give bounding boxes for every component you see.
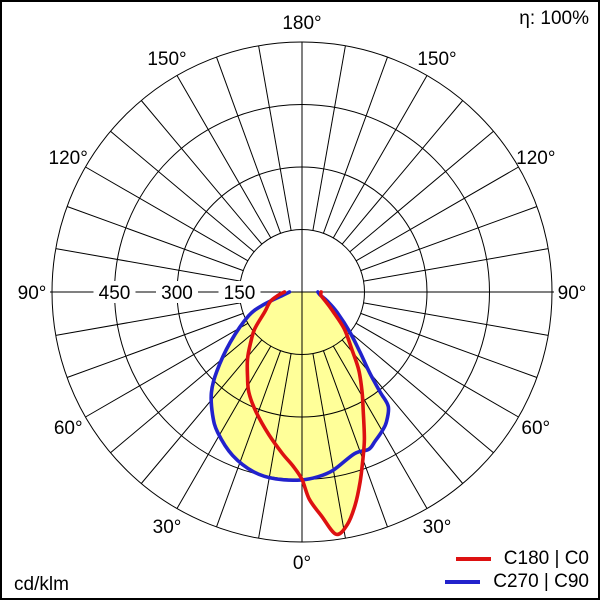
- angle-label-90-right: 90°: [558, 283, 587, 304]
- grid-ray-130-left: [110, 130, 255, 253]
- grid-ray-120-left: [85, 166, 249, 262]
- grid-ray-30-left: [176, 345, 272, 509]
- curve-c270-c90: [209, 290, 391, 482]
- grid-ray-40-right: [341, 339, 464, 484]
- legend-swatch-red-line: [455, 556, 491, 561]
- grid-ray-70-right: [360, 312, 538, 378]
- grid-ray-140-right: [341, 100, 464, 245]
- grid-ray-20-right: [322, 350, 388, 528]
- grid-ray-170-left: [258, 45, 292, 231]
- beam-fill-c90-plane: [211, 292, 389, 481]
- grid-ray-50-right: [349, 331, 494, 454]
- ring-label-450: 450: [99, 283, 131, 304]
- grid-ray-110-left: [66, 206, 244, 272]
- grid-ray-40-left: [140, 339, 263, 484]
- grid-ray-130-right: [349, 130, 494, 253]
- legend-label-c270-c90: C270 | C90: [493, 570, 589, 592]
- grid-ray-50-left: [110, 331, 255, 454]
- angle-label-60-right: 60°: [521, 418, 550, 439]
- angle-label-60-left: 60°: [54, 418, 83, 439]
- grid-ray-70-left: [66, 312, 244, 378]
- angle-label-0: 0°: [293, 553, 311, 574]
- legend: C180 | C0 C270 | C90: [445, 548, 589, 592]
- curve-c180-c0: [245, 290, 367, 537]
- grid-ray-10-right: [312, 353, 346, 539]
- grid-ray-60-left: [85, 322, 249, 418]
- grid-ray-110-right: [360, 206, 538, 272]
- ring-label-box-450: [93, 281, 136, 303]
- grid-ray-140-left: [140, 100, 263, 245]
- angle-label-30-left: 30°: [153, 517, 182, 538]
- ring-label-box-300: [156, 281, 198, 303]
- angle-label-120-left: 120°: [49, 148, 88, 169]
- grid-ray-170-right: [312, 45, 346, 231]
- legend-label-c180-c0: C180 | C0: [503, 547, 589, 569]
- angle-label-150-left: 150°: [147, 49, 186, 70]
- angle-label-90-left: 90°: [18, 283, 47, 304]
- grid-ray-30-right: [332, 345, 428, 509]
- grid-ray-150-right: [332, 75, 428, 239]
- ring-label-box-150: [218, 281, 261, 303]
- angle-label-120-right: 120°: [516, 148, 555, 169]
- angle-label-180: 180°: [282, 13, 321, 34]
- legend-item-c270-c90: C270 | C90: [445, 571, 589, 592]
- legend-item-c180-c0: C180 | C0: [445, 548, 589, 569]
- ring-label-150: 150: [224, 283, 256, 304]
- grid-ray-60-right: [355, 322, 519, 418]
- grid-ray-150-left: [176, 75, 272, 239]
- legend-swatch-blue-line: [445, 579, 481, 584]
- grid-ray-80-right: [363, 302, 549, 336]
- angle-label-30-right: 30°: [423, 517, 452, 538]
- grid-ray-100-left: [55, 248, 241, 282]
- grid-ray-100-right: [363, 248, 549, 282]
- grid-ray-160-left: [216, 56, 282, 234]
- grid-ray-80-left: [55, 302, 241, 336]
- ring-label-300: 300: [161, 283, 193, 304]
- efficiency-label: η: 100%: [519, 8, 589, 29]
- angle-label-150-right: 150°: [417, 49, 456, 70]
- grid-ray-120-right: [355, 166, 519, 262]
- unit-label: cd/klm: [14, 574, 69, 595]
- grid-ray-160-right: [322, 56, 388, 234]
- grid-ray-20-left: [216, 350, 282, 528]
